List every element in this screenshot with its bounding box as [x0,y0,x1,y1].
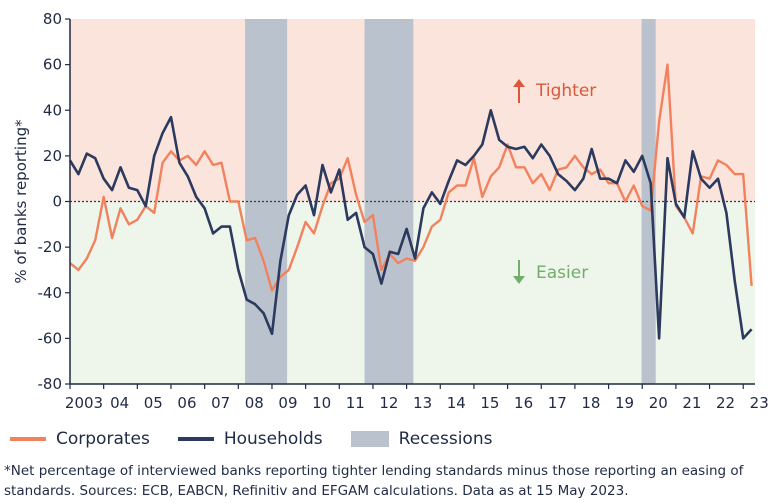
x-tick-label: 07 [211,394,230,412]
x-tick-label: 17 [548,394,567,412]
recessions-swatch [350,431,389,447]
y-tick-label: 80 [43,10,62,28]
tighter-label: Tighter [535,81,596,101]
households-swatch [177,437,214,441]
legend-item-households: Households [177,429,323,449]
y-tick-label: 20 [43,147,62,165]
legend-label-households: Households [223,429,323,449]
corporates-swatch [10,437,46,441]
easier-arrowhead [513,276,525,284]
x-tick-label: 15 [480,394,499,412]
chart-svg: Tighter Easier 80 60 40 20 0 -20 -40 -60 -80 2003… [12,10,769,412]
x-tick-label: 06 [177,394,196,412]
y-tick-label: 0 [52,193,62,211]
x-tick-label: 05 [144,394,163,412]
x-tick-label: 18 [581,394,600,412]
footnote: *Net percentage of interviewed banks rep… [4,463,744,499]
y-tick-label: -80 [38,375,63,393]
series-line-households [68,109,753,340]
legend-label-corporates: Corporates [56,429,150,449]
easier-label: Easier [536,263,588,283]
series-line-corporates [69,63,753,292]
y-axis-label: % of banks reporting* [12,119,30,284]
recession-bar [641,19,656,384]
x-tick-label: 13 [413,394,432,412]
x-tick-label: 21 [682,394,701,412]
y-tick-label: 60 [43,56,62,74]
y-tick-label: -20 [38,238,63,256]
legend-item-recessions: Recessions [350,429,493,449]
x-tick-label: 23 [750,394,769,412]
recession-bar [364,19,414,384]
legend-label-recessions: Recessions [398,429,493,449]
tighter-arrowhead [513,79,525,87]
x-tick-label: 2003 [65,394,103,412]
x-tick-label: 19 [615,394,634,412]
x-tick-label: 09 [278,394,297,412]
legend-item-corporates: Corporates [10,429,150,449]
x-tick-label: 11 [346,394,365,412]
x-tick-label: 20 [649,394,668,412]
x-tick-label: 12 [379,394,398,412]
x-tick-label: 14 [447,394,466,412]
x-tick-label: 10 [312,394,331,412]
y-tick-label: 40 [43,101,62,119]
x-tick-label: 04 [110,394,129,412]
legend: Corporates Households Recessions [10,428,520,450]
x-tick-label: 22 [716,394,735,412]
y-tick-label: -60 [38,329,63,347]
x-tick-label: 16 [514,394,533,412]
x-tick-label: 08 [245,394,264,412]
y-tick-label: -40 [38,284,63,302]
